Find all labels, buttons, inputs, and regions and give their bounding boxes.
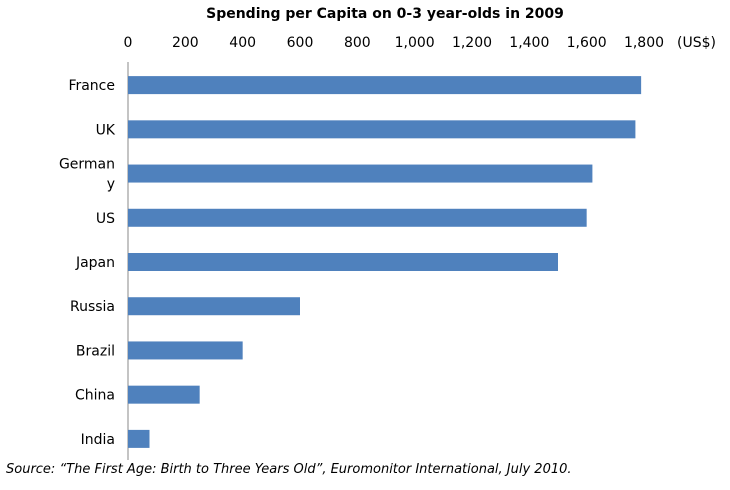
category-label: India — [81, 432, 115, 448]
bar-brazil — [128, 341, 243, 360]
bar-us — [128, 208, 587, 227]
x-tick-label: 1,400 — [509, 35, 549, 51]
axis-unit-label: (US$) — [677, 35, 716, 51]
y-axis-categories: France UK German y US Japan Russia Brazil China I… — [59, 78, 116, 448]
category-label: Japan — [75, 255, 115, 271]
x-axis: 0 200 400 600 800 1,000 1,200 1,400 1,600 1,800 — [124, 35, 665, 51]
category-label: Brazil — [76, 343, 115, 359]
x-tick-label: 200 — [172, 35, 199, 51]
bar-russia — [128, 297, 300, 316]
bar-china — [128, 385, 200, 404]
x-tick-label: 1,200 — [452, 35, 492, 51]
category-label: German y — [59, 157, 115, 193]
x-tick-label: 800 — [344, 35, 371, 51]
x-tick-label: 1,600 — [567, 35, 607, 51]
category-label: France — [68, 78, 115, 94]
source-note: Source: “The First Age: Birth to Three Y… — [6, 462, 572, 477]
x-tick-label: 600 — [287, 35, 314, 51]
bar-india — [128, 429, 150, 448]
bar-germany — [128, 164, 593, 183]
bar-series — [128, 76, 642, 448]
x-tick-label: 0 — [124, 35, 133, 51]
x-tick-label: 1,800 — [624, 35, 664, 51]
x-tick-label: 1,000 — [395, 35, 435, 51]
bar-uk — [128, 120, 636, 139]
category-label: Russia — [70, 299, 115, 315]
bar-japan — [128, 253, 558, 271]
bar-chart: Spending per Capita on 0-3 year-olds in … — [59, 6, 716, 460]
chart-title: Spending per Capita on 0-3 year-olds in … — [206, 6, 564, 22]
bar-france — [128, 76, 642, 95]
category-label: China — [75, 388, 115, 404]
category-label: US — [96, 211, 115, 227]
category-label: UK — [96, 122, 116, 138]
x-tick-label: 400 — [229, 35, 256, 51]
